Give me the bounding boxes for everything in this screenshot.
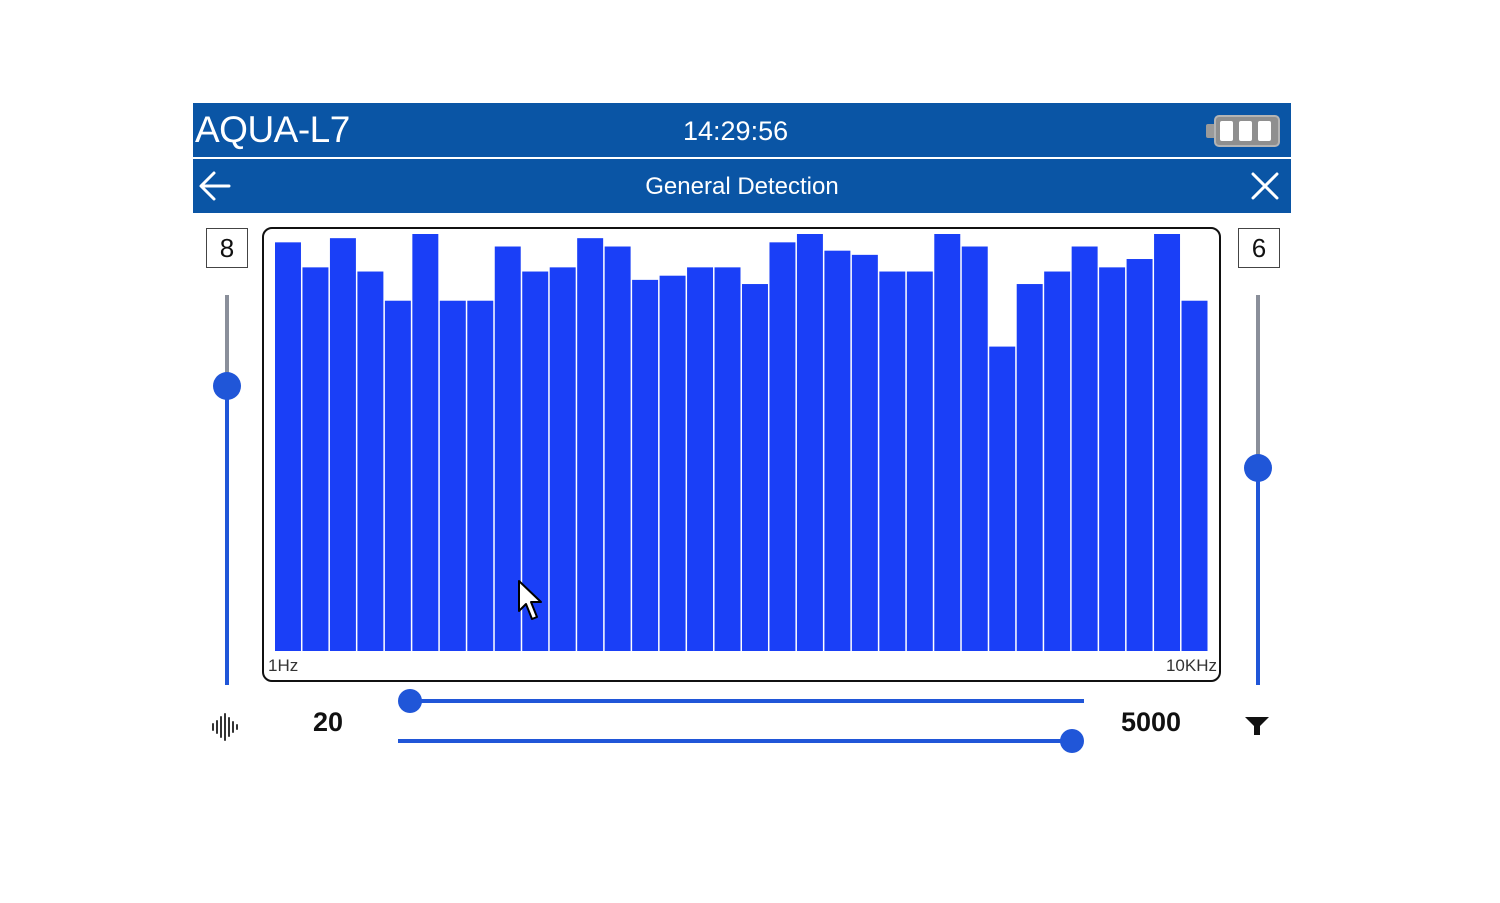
battery-full-icon: [1206, 115, 1284, 147]
spectrum-chart: 1Hz 10KHz: [262, 227, 1221, 682]
spectrum-bar: [549, 267, 576, 651]
x-axis-start-label: 1Hz: [268, 656, 299, 675]
spectrum-bar: [1154, 234, 1181, 651]
arrow-left-icon: [199, 171, 231, 201]
x-axis-end-label: 10KHz: [1165, 656, 1217, 675]
range-max-value: 5000: [1121, 707, 1182, 737]
high-slider-thumb[interactable]: [1060, 729, 1084, 753]
low-slider-thumb[interactable]: [398, 689, 422, 713]
spectrum-bar: [494, 246, 521, 651]
spectrum-bar: [1126, 259, 1153, 651]
spectrum-bar: [989, 346, 1016, 651]
spectrum-bar: [1071, 246, 1098, 651]
spectrum-bar: [1099, 267, 1126, 651]
mouse-pointer-icon: [517, 579, 545, 623]
high-slider-track: [398, 739, 1078, 743]
close-button[interactable]: [1249, 170, 1281, 202]
low-frequency-slider[interactable]: [398, 686, 1088, 716]
left-vertical-slider[interactable]: [210, 295, 244, 685]
spectrum-bar: [934, 234, 961, 651]
right-vertical-slider[interactable]: [1241, 295, 1275, 685]
right-value-box: 6: [1238, 228, 1280, 268]
right-slider-track-inactive: [1256, 295, 1260, 469]
spectrum-bar: [851, 254, 878, 651]
left-slider-thumb[interactable]: [213, 371, 241, 400]
right-slider-track-active: [1256, 468, 1260, 685]
spectrum-bar: [961, 246, 988, 651]
left-value-box: 8: [206, 228, 248, 268]
spectrum-bar: [384, 300, 411, 651]
spectrum-bar: [632, 279, 659, 651]
range-min-value: 20: [313, 707, 344, 737]
spectrum-bar: [769, 242, 796, 651]
spectrum-bar: [1016, 284, 1043, 651]
battery-cell: [1220, 121, 1233, 141]
page-title: General Detection: [645, 173, 839, 200]
spectrum-bar: [467, 300, 494, 651]
left-slider-track-active: [225, 385, 229, 685]
spectrum-bar: [275, 242, 301, 651]
sound-wave-icon: [210, 713, 240, 741]
spectrum-bar: [604, 246, 631, 651]
back-button[interactable]: [197, 169, 233, 203]
app-title: AQUA-L7: [195, 109, 350, 150]
status-bar: AQUA-L7 14:29:56: [193, 103, 1291, 157]
spectrum-bar: [357, 271, 384, 651]
spectrum-bars: [275, 234, 1208, 652]
left-slider-track-inactive: [225, 295, 229, 386]
spectrum-bar: [742, 284, 768, 651]
spectrum-bar: [824, 250, 851, 651]
clock: 14:29:56: [683, 116, 789, 146]
right-slider-thumb[interactable]: [1244, 454, 1272, 483]
spectrum-bar: [577, 238, 604, 652]
spectrum-bar: [714, 267, 741, 651]
close-icon: [1251, 172, 1279, 200]
spectrum-bar: [796, 234, 823, 651]
spectrum-bar: [906, 271, 933, 651]
spectrum-bar: [302, 267, 329, 651]
spectrum-bar: [659, 275, 686, 651]
spectrum-bar: [1181, 300, 1208, 651]
high-frequency-slider[interactable]: [398, 726, 1088, 756]
battery-cell: [1239, 121, 1252, 141]
spectrum-bar: [687, 267, 714, 651]
low-slider-track: [404, 699, 1084, 703]
battery-cell: [1258, 121, 1271, 141]
nav-bar: General Detection: [193, 159, 1291, 213]
spectrum-bar: [329, 238, 356, 652]
spectrum-bar: [879, 271, 906, 651]
spectrum-bar: [412, 234, 439, 651]
spectrum-bar: [439, 300, 466, 651]
device-screen: AQUA-L7 14:29:56 General Detection 8 1Hz…: [193, 103, 1291, 763]
filter-icon[interactable]: [1244, 715, 1270, 737]
spectrum-bar: [1044, 271, 1071, 651]
